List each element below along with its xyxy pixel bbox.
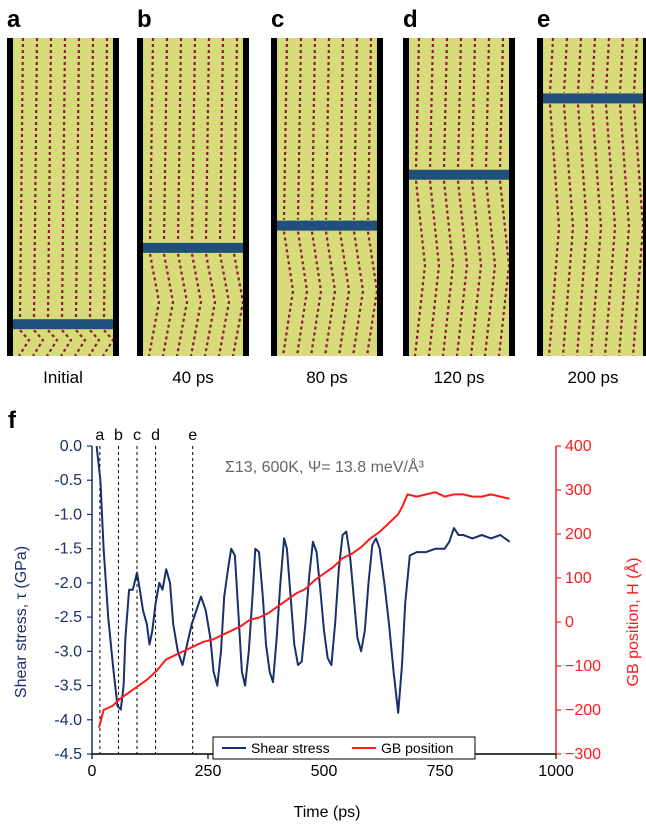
- gb-position-line: [98, 491, 510, 728]
- panel-label-a: a: [7, 6, 21, 33]
- x-tick-label: 1000: [538, 763, 574, 780]
- y-tick-label-right: 100: [565, 570, 592, 587]
- panel-label-f: f: [8, 407, 17, 434]
- y-tick-label-right: −100: [565, 658, 601, 675]
- snapshot-panel-b: [137, 38, 249, 356]
- y-tick-label-left: 0.0: [60, 438, 82, 455]
- legend: Shear stress GB position: [212, 736, 476, 760]
- legend-stress-label: Shear stress: [251, 740, 330, 756]
- legend-gb-label: GB position: [381, 740, 453, 756]
- y-tick-label-right: −300: [565, 746, 601, 763]
- x-tick-label: 0: [88, 763, 97, 780]
- y-tick-label-left: -1.5: [54, 541, 82, 558]
- snapshot-marker-label: c: [133, 427, 141, 444]
- snapshot-panel-c: [271, 38, 383, 356]
- y-tick-label-right: 200: [565, 526, 592, 543]
- stress-gb-chart: f Σ13, 600K, Ψ= 13.8 meV/Å³ Time (ps) Sh…: [8, 407, 642, 821]
- snapshot-marker-label: a: [95, 427, 104, 444]
- y-tick-label-left: -1.0: [54, 506, 82, 523]
- time-label-e: 200 ps: [567, 368, 619, 387]
- x-axis-label: Time (ps): [294, 804, 361, 821]
- snapshot-panel-e: [537, 38, 646, 356]
- time-label-a: Initial: [43, 368, 83, 387]
- panel-label-b: b: [137, 6, 152, 33]
- y-tick-label-left: -4.0: [54, 712, 82, 729]
- x-tick-label: 500: [311, 763, 338, 780]
- snapshot-panel-d: [403, 38, 515, 356]
- y-axis-label-right: GB position, H (Å): [623, 558, 642, 687]
- snapshot-marker-label: d: [151, 427, 160, 444]
- y-tick-label-left: -2.5: [54, 609, 82, 626]
- panel-label-e: e: [537, 6, 551, 33]
- y-tick-label-left: -3.5: [54, 678, 82, 695]
- x-tick-label: 750: [427, 763, 454, 780]
- panel-label-c: c: [271, 6, 285, 33]
- y-tick-label-left: -3.0: [54, 643, 82, 660]
- y-tick-label-right: 300: [565, 482, 592, 499]
- shear-stress-line: [95, 445, 511, 714]
- chart-annotation: Σ13, 600K, Ψ= 13.8 meV/Å³: [225, 457, 425, 476]
- time-label-d: 120 ps: [433, 368, 485, 387]
- snapshot-marker-label: e: [188, 427, 197, 444]
- y-tick-label-left: -0.5: [54, 472, 82, 489]
- x-tick-label: 250: [195, 763, 222, 780]
- y-tick-label-left: -2.0: [54, 575, 82, 592]
- y-tick-label-left: -4.5: [54, 746, 82, 763]
- y-tick-label-right: 0: [565, 614, 574, 631]
- snapshot-panel-a: [7, 38, 119, 356]
- y-axis-label-left: Shear stress, τ (GPa): [13, 546, 30, 698]
- time-label-b: 40 ps: [172, 368, 214, 387]
- snapshot-marker-label: b: [114, 427, 123, 444]
- panel-label-d: d: [403, 6, 418, 33]
- time-label-c: 80 ps: [306, 368, 348, 387]
- y-tick-label-right: −200: [565, 702, 601, 719]
- y-tick-label-right: 400: [565, 438, 592, 455]
